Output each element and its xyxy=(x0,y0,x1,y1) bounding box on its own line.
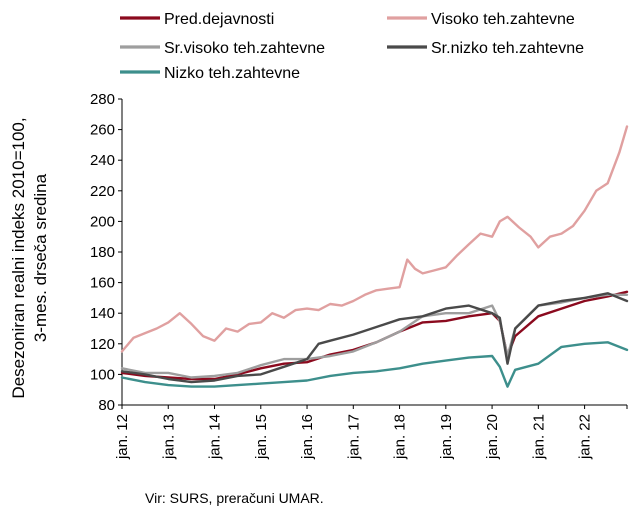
series-line-5 xyxy=(120,341,629,388)
x-tick-label: jan. 18 xyxy=(392,414,409,460)
y-tick-label: 200 xyxy=(90,213,115,230)
x-tick-label: jan. 20 xyxy=(484,414,501,460)
y-tick-label: 140 xyxy=(90,305,115,322)
y-tick-label: 260 xyxy=(90,122,115,139)
x-tick-label: jan. 12 xyxy=(114,414,131,460)
y-axis-title-line-2: 3-mes. drseča sredina xyxy=(31,173,50,342)
series-line-4 xyxy=(120,292,629,384)
legend-label: Visoko teh.zahtevne xyxy=(431,11,575,28)
y-tick-label: 220 xyxy=(90,183,115,200)
x-tick-label: jan. 16 xyxy=(299,414,316,460)
x-tick-label: jan. 14 xyxy=(207,414,224,460)
x-axis-ticks: jan. 12 jan. 13 jan. 14 jan. 15 jan. 16 jan. … xyxy=(114,405,628,460)
y-tick-label: 100 xyxy=(90,366,115,383)
series-line-2 xyxy=(120,125,629,353)
source-note: Vir: SURS, preračuni UMAR. xyxy=(145,490,324,506)
y-tick-label: 180 xyxy=(90,244,115,261)
legend-label: Sr.visoko teh.zahtevne xyxy=(164,40,325,57)
y-tick-label: 120 xyxy=(90,336,115,353)
x-tick-label: jan. 22 xyxy=(577,414,594,460)
y-tick-label: 280 xyxy=(90,91,115,108)
legend-label: Nizko teh.zahtevne xyxy=(164,65,300,82)
series-line-3 xyxy=(120,293,629,379)
series-lines xyxy=(120,125,629,388)
x-tick-label: jan. 21 xyxy=(530,414,547,460)
legend-label: Sr.nizko teh.zahtevne xyxy=(431,40,584,57)
y-tick-label: 160 xyxy=(90,275,115,292)
x-tick-label: jan. 17 xyxy=(345,414,362,460)
y-axis-title-line-1: Desezoniran realni indeks 2010=100, xyxy=(9,117,28,398)
x-tick-label: jan. 13 xyxy=(160,414,177,460)
y-axis-ticks: 80 100 120 140 160 180 200 220 240 260 280 xyxy=(90,91,122,414)
legend-label: Pred.dejavnosti xyxy=(164,11,274,28)
legend: Pred.dejavnosti Visoko teh.zahtevne Sr.vis… xyxy=(120,11,584,82)
x-tick-label: jan. 19 xyxy=(438,414,455,460)
axes xyxy=(121,99,627,406)
y-tick-label: 80 xyxy=(98,397,115,414)
y-tick-label: 240 xyxy=(90,152,115,169)
x-tick-label: jan. 15 xyxy=(253,414,270,460)
y-axis-title: Desezoniran realni indeks 2010=100, 3-me… xyxy=(9,117,50,398)
